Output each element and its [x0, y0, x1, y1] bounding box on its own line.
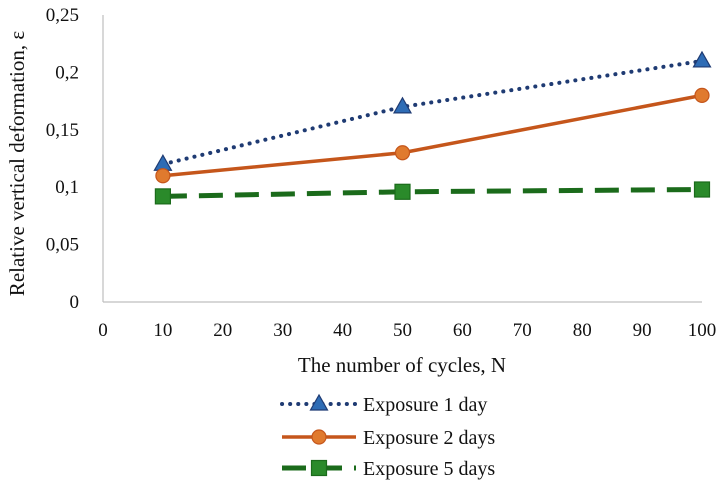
x-tick-label: 80	[573, 320, 592, 341]
axes-layer	[102, 15, 702, 303]
data-point-exposure-2-days	[694, 87, 710, 103]
series-line-exposure-2-days	[162, 93, 703, 178]
data-point-exposure-1-day	[692, 50, 712, 68]
y-tick-label: 0,2	[55, 62, 79, 83]
y-tick-label: 0,15	[46, 120, 79, 141]
legend-item-exposure-1-day: Exposure 1 day	[280, 393, 487, 416]
y-tick-label: 0,1	[55, 177, 79, 198]
labels-layer: 0 10 20 30 40 50 60 70 80 90 100 0 0,05 0,1 0,15 0,2 0,2…	[5, 5, 716, 377]
series-layer	[153, 50, 712, 205]
x-tick-label: 100	[688, 320, 717, 341]
x-tick-label: 10	[153, 320, 172, 341]
series-exposure-2-days	[155, 87, 710, 184]
legend-label: Exposure 1 day	[363, 394, 487, 416]
x-axis-title: The number of cycles, N	[298, 353, 506, 377]
x-tick-label: 40	[333, 320, 352, 341]
series-exposure-1-day	[153, 50, 712, 171]
x-tick-label: 70	[513, 320, 532, 341]
legend-marker	[311, 429, 327, 445]
x-tick-label: 50	[393, 320, 412, 341]
legend-item-exposure-5-days: Exposure 5 days	[282, 458, 495, 480]
series-line-exposure-1-day	[160, 58, 704, 167]
x-tick-label: 90	[633, 320, 652, 341]
x-tick-label: 20	[213, 320, 232, 341]
series-line-exposure-5-days	[162, 186, 703, 199]
legend-label: Exposure 2 days	[363, 427, 495, 449]
data-point-exposure-5-days	[693, 181, 711, 198]
x-tick-label: 60	[453, 320, 472, 341]
legend: Exposure 1 day Exposure 2 days Exposure 5 …	[280, 393, 495, 480]
y-tick-label: 0,05	[46, 235, 79, 256]
legend-marker	[310, 459, 328, 477]
y-axis-title: Relative vertical deformation, ε	[5, 31, 29, 297]
data-point-exposure-2-days	[394, 145, 411, 161]
y-tick-label: 0	[70, 292, 80, 313]
x-tick-label: 30	[273, 320, 292, 341]
data-point-exposure-5-days	[154, 188, 171, 205]
data-point-exposure-1-day	[392, 96, 413, 114]
legend-label: Exposure 5 days	[363, 458, 495, 480]
legend-marker	[309, 393, 329, 411]
series-exposure-5-days	[154, 181, 711, 205]
data-point-exposure-2-days	[155, 168, 171, 184]
y-tick-label: 0,25	[46, 5, 79, 26]
data-point-exposure-5-days	[394, 183, 411, 200]
legend-item-exposure-2-days: Exposure 2 days	[282, 427, 495, 449]
x-tick-label: 0	[98, 320, 108, 341]
